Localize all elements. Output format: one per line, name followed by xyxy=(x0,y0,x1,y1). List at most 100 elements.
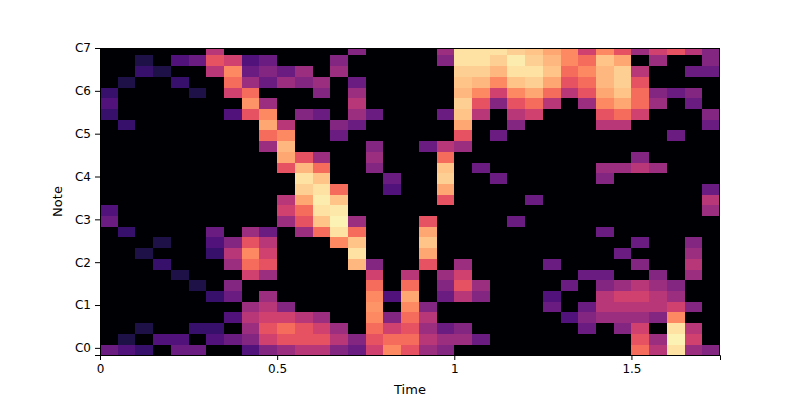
frame-top xyxy=(100,48,720,49)
x-tick-label: 1 xyxy=(451,362,459,376)
heat-cell xyxy=(649,248,667,259)
heat-cell xyxy=(507,301,525,312)
heat-cell xyxy=(224,130,242,141)
heat-cell xyxy=(667,183,685,194)
heat-cell xyxy=(383,258,401,269)
heat-cell xyxy=(525,344,543,355)
heat-cell xyxy=(330,151,348,162)
heat-cell xyxy=(525,130,543,141)
heat-cell xyxy=(631,344,649,355)
heat-cell xyxy=(525,237,543,248)
heat-cell xyxy=(685,323,703,334)
heat-cell xyxy=(313,301,331,312)
heat-cell xyxy=(507,248,525,259)
heat-cell xyxy=(118,344,136,355)
heat-cell xyxy=(454,237,472,248)
y-tick: C3 xyxy=(75,213,100,227)
y-tick-label: C3 xyxy=(75,213,91,227)
heat-cell xyxy=(401,323,419,334)
heat-cell xyxy=(189,226,207,237)
heat-cell xyxy=(171,162,189,173)
heat-cell xyxy=(419,312,437,323)
heat-cell xyxy=(561,301,579,312)
heat-cell xyxy=(330,215,348,226)
heat-cell xyxy=(507,162,525,173)
heat-cell xyxy=(277,98,295,109)
heat-cell xyxy=(649,87,667,98)
heat-cell xyxy=(702,173,720,184)
heat-cell xyxy=(437,226,455,237)
heat-cell xyxy=(631,173,649,184)
x-tick: 0 xyxy=(97,355,105,376)
heat-cell xyxy=(224,173,242,184)
heat-cell xyxy=(242,269,260,280)
heat-cell xyxy=(543,301,561,312)
heat-cell xyxy=(490,344,508,355)
heat-cell xyxy=(189,173,207,184)
heat-cell xyxy=(631,248,649,259)
heat-cell xyxy=(561,130,579,141)
y-axis-title: Note xyxy=(50,186,65,217)
heat-cell xyxy=(507,215,525,226)
heat-cell xyxy=(366,48,384,55)
heat-cell xyxy=(277,344,295,355)
heat-cell xyxy=(437,269,455,280)
heat-cell xyxy=(561,215,579,226)
heat-cell xyxy=(224,55,242,66)
heat-cell xyxy=(702,226,720,237)
heat-cell xyxy=(242,344,260,355)
heat-cell xyxy=(206,173,224,184)
heat-cell xyxy=(454,194,472,205)
heat-cell xyxy=(561,258,579,269)
heat-cell xyxy=(631,333,649,344)
y-tick-mark xyxy=(95,262,100,263)
heat-cell xyxy=(631,205,649,216)
heat-cell xyxy=(242,76,260,87)
heat-cell xyxy=(189,119,207,130)
heat-cell xyxy=(596,76,614,87)
heat-cell xyxy=(525,119,543,130)
heat-cell xyxy=(224,194,242,205)
heat-cell xyxy=(543,151,561,162)
heat-cell xyxy=(401,162,419,173)
heat-cell xyxy=(614,237,632,248)
heat-cell xyxy=(118,312,136,323)
heat-cell xyxy=(561,205,579,216)
heat-cell xyxy=(454,98,472,109)
heat-cell xyxy=(118,98,136,109)
heat-cell xyxy=(490,141,508,152)
heat-cell xyxy=(206,344,224,355)
heat-cell xyxy=(631,280,649,291)
heat-cell xyxy=(153,237,171,248)
heat-cell xyxy=(401,248,419,259)
heat-cell xyxy=(330,162,348,173)
heat-cell xyxy=(578,151,596,162)
heat-cell xyxy=(242,48,260,55)
heat-cell xyxy=(330,87,348,98)
heat-cell xyxy=(330,55,348,66)
y-tick: C2 xyxy=(75,256,100,270)
heat-cell xyxy=(153,87,171,98)
heat-cell xyxy=(437,194,455,205)
heat-cell xyxy=(419,48,437,55)
heat-cell xyxy=(118,226,136,237)
heat-cell xyxy=(313,344,331,355)
heat-cell xyxy=(401,173,419,184)
heat-cell xyxy=(171,66,189,77)
heat-cell xyxy=(454,183,472,194)
heat-cell xyxy=(437,205,455,216)
heat-cell xyxy=(118,248,136,259)
heat-cell xyxy=(135,333,153,344)
heat-cell xyxy=(242,237,260,248)
heat-cell xyxy=(685,237,703,248)
heat-cell xyxy=(242,258,260,269)
heat-cell xyxy=(330,323,348,334)
heat-cell xyxy=(189,98,207,109)
heat-cell xyxy=(100,215,118,226)
heat-cell xyxy=(649,226,667,237)
heat-cell xyxy=(153,55,171,66)
heat-cell xyxy=(100,226,118,237)
heat-cell xyxy=(153,333,171,344)
heat-cell xyxy=(401,76,419,87)
heat-cell xyxy=(507,183,525,194)
